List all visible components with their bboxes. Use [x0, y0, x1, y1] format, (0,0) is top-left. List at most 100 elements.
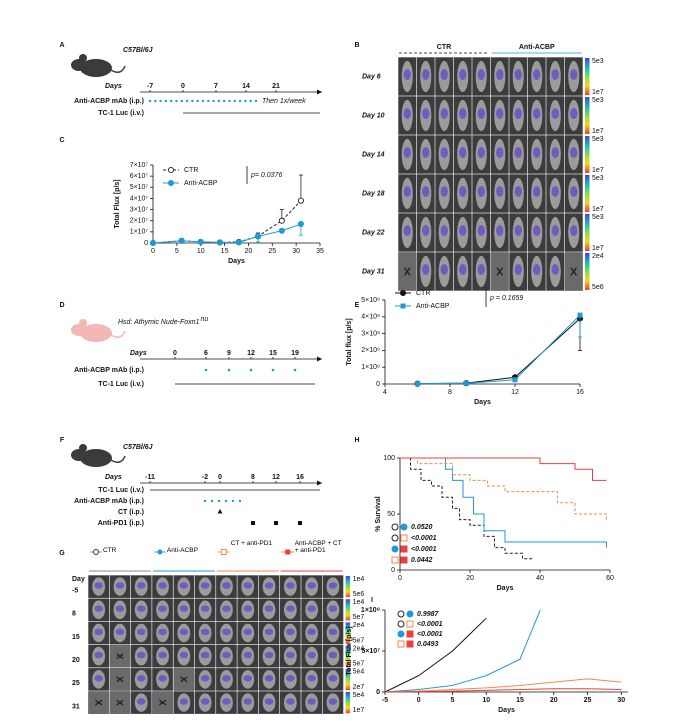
survival-curve — [400, 457, 607, 548]
signal — [222, 628, 231, 636]
signal — [307, 582, 316, 589]
y-tick-label: 2×10⁷ — [130, 218, 149, 225]
arrow-head — [317, 356, 322, 362]
dose-dot — [191, 99, 194, 103]
signal — [115, 605, 125, 612]
data-point — [297, 221, 304, 228]
series-line — [384, 609, 541, 693]
group-label: Anti-ACBP — [519, 44, 555, 51]
legend-marker — [157, 549, 163, 555]
y-tick-label: 4×10⁹ — [361, 314, 380, 321]
p-value: <0.0001 — [417, 621, 443, 628]
day-label: 20 — [72, 657, 80, 664]
scale-max: 2e4 — [353, 622, 365, 629]
strain-superscript: nu — [200, 316, 208, 323]
colorbar — [345, 668, 351, 690]
signal — [533, 147, 541, 159]
mouse-body — [80, 449, 112, 467]
signal — [422, 186, 430, 198]
mouse-tail — [110, 330, 126, 338]
scale-min: 1e7 — [592, 128, 604, 135]
group-label-box: CTR — [103, 547, 117, 554]
signal — [158, 628, 167, 636]
signal — [422, 69, 430, 81]
y-tick-label: 3×10⁷ — [130, 206, 149, 213]
data-point — [197, 238, 204, 245]
signal — [477, 69, 485, 81]
y-axis-label: % Survival — [375, 496, 382, 531]
dose-dot — [180, 99, 183, 103]
signal — [94, 582, 103, 589]
signal — [514, 225, 522, 237]
signal — [514, 147, 522, 159]
signal — [307, 605, 316, 612]
signal — [286, 651, 295, 659]
legend-marker — [400, 556, 408, 564]
colorbar — [585, 214, 590, 251]
data-point — [463, 380, 469, 386]
treatment: Anti-ACBP mAb (i.p.) — [74, 98, 144, 105]
legend-marker — [400, 303, 406, 309]
annotation: p= 0.0376 — [250, 172, 282, 179]
pd1-dose — [274, 521, 278, 525]
day-label: 15 — [269, 350, 277, 357]
signal — [94, 651, 103, 659]
scale-min: 5e7 — [353, 661, 365, 668]
legend-marker — [93, 549, 99, 555]
signal — [422, 225, 430, 237]
signal — [158, 582, 167, 589]
signal — [533, 264, 541, 276]
signal — [136, 674, 146, 682]
dose-dot — [164, 99, 168, 103]
signal — [496, 186, 504, 198]
signal — [286, 605, 295, 612]
signal — [136, 605, 146, 612]
signal — [403, 186, 411, 198]
group-label: Anti-ACBP — [166, 547, 198, 554]
signal — [286, 698, 295, 705]
dose-dot — [170, 99, 173, 103]
legend-marker — [167, 179, 175, 187]
panel-letter: A — [59, 42, 64, 49]
dose-dot — [207, 99, 210, 103]
legend-label: Anti-ACBP — [416, 303, 450, 310]
x-tick-label: 8 — [448, 389, 452, 396]
signal — [264, 605, 274, 612]
legend-marker — [391, 545, 399, 553]
signal — [94, 674, 103, 682]
x-axis-label: Days — [497, 585, 514, 592]
scale-max: 1e4 — [353, 599, 365, 606]
days-label: Days — [105, 474, 122, 481]
treatment: Anti-ACBP mAb (i.p.) — [74, 367, 144, 374]
dose-dot — [238, 499, 242, 503]
x-tick-label: 15 — [516, 697, 524, 704]
cross — [496, 267, 504, 276]
signal — [403, 69, 411, 81]
scale-max: 1e4 — [353, 576, 365, 583]
dose-dot — [238, 99, 242, 103]
cross — [95, 699, 103, 706]
x-tick-label: 10 — [197, 248, 205, 255]
colorbar — [585, 253, 590, 290]
dose-dot — [203, 499, 207, 503]
scale-min: 5e7 — [353, 614, 365, 621]
days-label: Days — [130, 350, 147, 357]
day-label: 19 — [291, 350, 299, 357]
strain: Hsd: Athymic Nude-Foxn1 — [118, 319, 200, 326]
day-label: 8 — [72, 611, 76, 618]
panel-letter: D — [59, 302, 64, 309]
cross — [116, 653, 124, 660]
signal — [496, 69, 504, 81]
signal — [328, 605, 338, 612]
legend-marker — [391, 534, 399, 542]
colorbar — [345, 576, 351, 598]
p-value: 0.0493 — [417, 641, 439, 648]
group-label: CTR — [103, 547, 117, 554]
signal — [222, 674, 231, 682]
treatment-note: Then 1x/week — [262, 98, 306, 105]
dose-dot — [148, 99, 152, 103]
signal — [158, 605, 167, 612]
day-label: 6 — [204, 350, 208, 357]
mouse-body — [80, 324, 112, 342]
x-tick-label: 0 — [398, 575, 402, 582]
